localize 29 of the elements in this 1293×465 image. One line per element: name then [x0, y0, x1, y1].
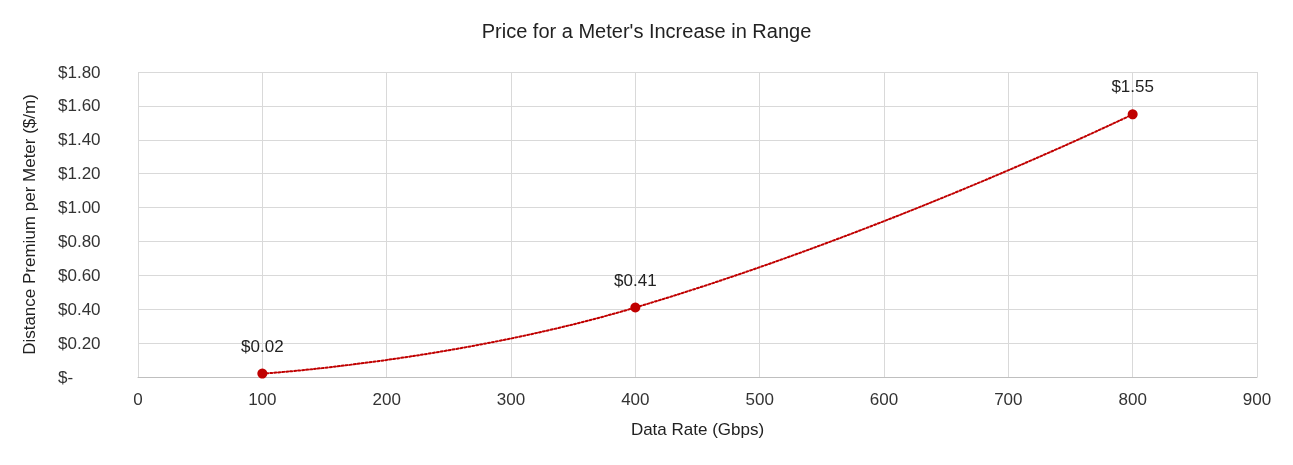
data-label: $0.02 — [241, 336, 284, 356]
x-axis-title: Data Rate (Gbps) — [630, 420, 765, 439]
x-tick-label: 800 — [1118, 390, 1147, 409]
point — [257, 368, 268, 379]
y-tick-label: $0.20 — [58, 333, 101, 353]
x-tick-label: 500 — [745, 390, 774, 409]
x-tick-label: 300 — [496, 390, 526, 409]
y-tick-label: $0.80 — [58, 231, 101, 251]
x-tick-label: 700 — [994, 390, 1023, 409]
x-tick-label: 200 — [372, 390, 401, 409]
y-tick-label: $1.20 — [58, 164, 101, 184]
point — [630, 302, 641, 313]
y-tick-label: $1.40 — [58, 130, 101, 150]
y-axis-title: Distance Premium per Meter ($/m) — [20, 94, 39, 355]
x-tick-label: 0 — [133, 390, 143, 409]
x-tick-label: 600 — [869, 390, 899, 409]
y-tick-label: $1.60 — [58, 96, 101, 116]
data-label: $0.41 — [614, 270, 657, 290]
y-tick-label: $0.40 — [58, 299, 101, 319]
y-tick-label: $- — [58, 367, 74, 387]
x-tick-label: 400 — [621, 390, 650, 409]
chart-title: Price for a Meter's Increase in Range — [481, 20, 812, 42]
x-tick-label: 100 — [248, 390, 277, 409]
data-label: $1.55 — [1111, 77, 1154, 97]
y-tick-label: $0.60 — [58, 265, 101, 285]
y-tick-label: $1.00 — [58, 198, 101, 218]
point — [1127, 109, 1138, 120]
x-tick-label: 900 — [1242, 390, 1272, 409]
y-tick-label: $1.80 — [58, 62, 101, 82]
